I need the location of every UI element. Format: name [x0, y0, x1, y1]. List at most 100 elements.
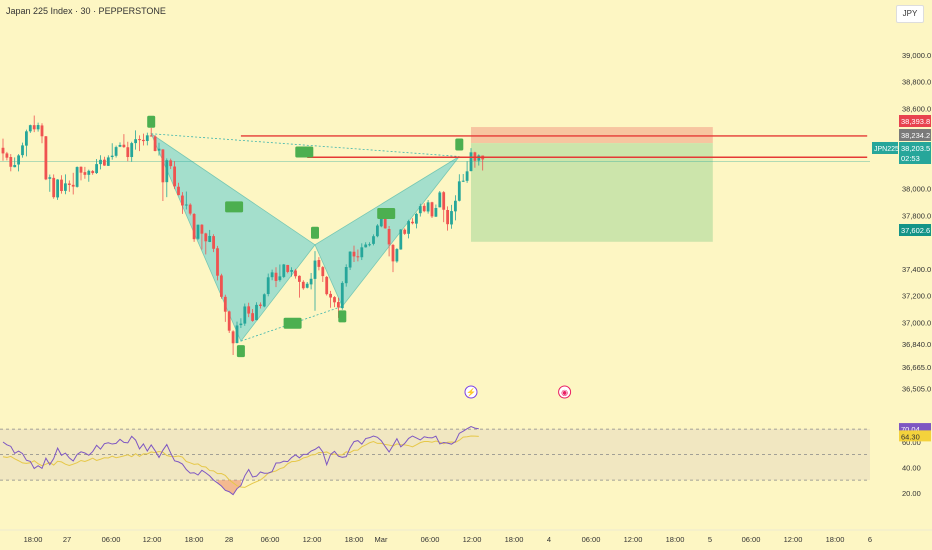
candle-body — [106, 157, 110, 166]
candle-body — [274, 272, 278, 281]
rsi-tick-label: 20.00 — [902, 489, 921, 498]
candle-body — [387, 229, 391, 245]
price-tick-label: 36,840.0 — [902, 340, 931, 349]
candle-body — [430, 202, 434, 217]
time-tick-label: 12:00 — [624, 535, 643, 544]
currency-button[interactable]: JPY — [896, 5, 924, 23]
candle-body — [298, 275, 301, 282]
candle-body — [220, 275, 223, 297]
candle-body — [44, 136, 48, 180]
candle-body — [9, 157, 13, 167]
price-tick-label: 36,665.0 — [902, 363, 931, 372]
candle-body — [337, 302, 340, 308]
candle-body — [169, 160, 173, 167]
candle-body — [454, 200, 457, 212]
candle-body — [21, 145, 24, 156]
candle-body — [52, 177, 56, 198]
candle-body — [340, 282, 344, 309]
candle-body — [364, 244, 368, 248]
time-tick-label: 28 — [225, 535, 233, 544]
candle-body — [438, 192, 442, 208]
candle-body — [227, 311, 231, 331]
candle-body — [200, 224, 204, 234]
candle-body — [17, 155, 20, 165]
lightning-icon: ⚡ — [464, 385, 478, 399]
candle-body — [196, 224, 200, 239]
candle-body — [239, 323, 243, 326]
candle-body — [426, 202, 430, 212]
time-tick-label: 06:00 — [582, 535, 601, 544]
time-tick-label: 12:00 — [303, 535, 322, 544]
candle-body — [442, 192, 446, 210]
candle-body — [91, 171, 95, 174]
candle-body — [138, 139, 141, 141]
candle-body — [469, 152, 473, 172]
candle-body — [415, 213, 418, 224]
candle-body — [36, 125, 40, 130]
candle-body — [411, 221, 414, 224]
take-profit-zone — [471, 143, 713, 242]
candle-body — [114, 147, 118, 156]
symbol-badge-label: JPN225 — [874, 146, 899, 153]
time-tick-label: 18:00 — [345, 535, 364, 544]
candle-body — [270, 272, 274, 278]
candle-body — [184, 204, 188, 206]
candle-body — [145, 135, 149, 141]
rsi-oversold-fill — [217, 480, 241, 495]
candle-body — [87, 170, 91, 175]
candle-body — [477, 155, 481, 161]
price-badge-bg — [899, 142, 931, 154]
candle-body — [188, 204, 192, 214]
time-tick-label: 18:00 — [505, 535, 524, 544]
point-d-label — [455, 138, 464, 151]
candle-body — [403, 229, 407, 234]
event-glyph: ◉ — [561, 388, 568, 397]
rsi-tick-label: 40.00 — [902, 463, 921, 472]
candle-body — [149, 135, 153, 137]
candle-body — [118, 144, 122, 147]
candle-body — [67, 183, 71, 185]
candle-body — [434, 207, 438, 217]
candle-body — [360, 247, 364, 258]
candle-body — [25, 131, 28, 146]
candle-body — [204, 233, 208, 242]
symbol-badge-bg — [872, 142, 898, 154]
candle-body — [95, 164, 98, 174]
candle-body — [223, 296, 227, 312]
rsi-tick-label: 60.00 — [902, 438, 921, 447]
price-badge-label: 38,234.2 — [901, 131, 930, 140]
price-tick-label: 37,800.0 — [902, 211, 931, 220]
harmonic-triangle-bcd — [314, 156, 460, 308]
candle-body — [122, 144, 126, 148]
candle-body — [48, 177, 52, 179]
event-glyph: ⚡ — [466, 387, 476, 397]
target-icon: ◉ — [558, 385, 572, 399]
candle-body — [344, 267, 348, 284]
time-tick-label: 12:00 — [143, 535, 162, 544]
candle-body — [79, 166, 83, 173]
chart-title: Japan 225 Index · 30 · PEPPERSTONE — [6, 6, 166, 16]
point-b-label — [311, 226, 319, 239]
time-tick-label: 12:00 — [463, 535, 482, 544]
price-tick-label: 38,000.0 — [902, 185, 931, 194]
candle-body — [181, 195, 184, 206]
candle-body — [418, 206, 422, 214]
candle-body — [457, 181, 461, 201]
price-tick-label: 37,400.0 — [902, 265, 931, 274]
time-tick-label: 06:00 — [742, 535, 761, 544]
candle-body — [313, 260, 317, 279]
rsi-ma-badge — [899, 430, 931, 442]
candle-body — [126, 147, 130, 158]
time-tick-label: 6 — [868, 535, 872, 544]
candle-body — [157, 148, 161, 151]
time-tick-label: 5 — [708, 535, 712, 544]
stop-loss-zone — [471, 127, 713, 144]
price-tick-label: 38,600.0 — [902, 104, 931, 113]
candle-body — [305, 283, 309, 288]
candle-body — [407, 221, 410, 234]
candle-body — [333, 297, 336, 303]
candle-body — [348, 251, 352, 268]
rsi-value-badge — [899, 423, 931, 435]
